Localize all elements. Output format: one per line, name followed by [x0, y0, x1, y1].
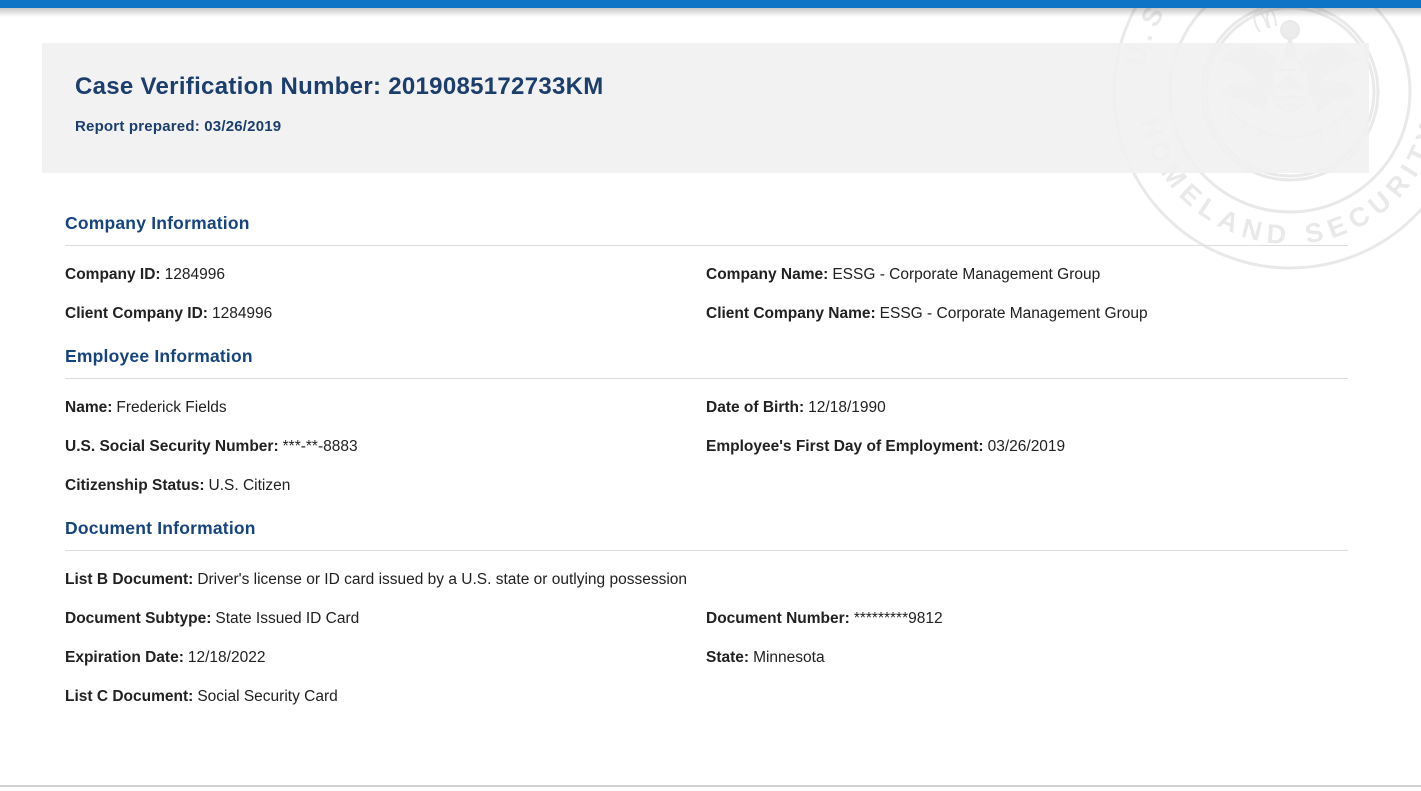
section-divider [65, 378, 1348, 379]
field-value: 1284996 [164, 266, 225, 283]
field-value: Driver's license or ID card issued by a … [197, 571, 688, 588]
field-row: Company ID: 1284996 Company Name: ESSG - C… [65, 264, 1348, 286]
field-row: Expiration Date: 12/18/2022 State: Minneso… [65, 647, 1348, 669]
field-citizenship-status: Citizenship Status: U.S. Citizen [65, 475, 706, 497]
employee-section-heading: Employee Information [65, 346, 253, 366]
field-label: List B Document: [65, 571, 194, 588]
field-row: List B Document: Driver's license or ID c… [65, 569, 1348, 591]
field-label: Name: [65, 399, 113, 416]
field-value: 1284996 [211, 305, 273, 322]
bottom-divider [0, 785, 1421, 787]
field-company-name: Company Name: ESSG - Corporate Management… [706, 264, 1348, 286]
field-label: List C Document: [65, 688, 194, 705]
document-section-heading: Document Information [65, 518, 256, 538]
field-client-company-name: Client Company Name: ESSG - Corporate Man… [706, 303, 1348, 325]
empty-cell [706, 475, 1348, 497]
section-company-information: Company Information Company ID: 1284996 C… [65, 213, 1348, 325]
field-document-subtype: Document Subtype: State Issued ID Card [65, 608, 706, 630]
field-label: Client Company ID: [65, 305, 208, 322]
field-row: Client Company ID: 1284996 Client Company… [65, 303, 1348, 325]
section-document-information: Document Information List B Document: Dri… [65, 518, 1348, 708]
field-value: 12/18/1990 [808, 399, 886, 416]
field-value: U.S. Citizen [208, 477, 291, 494]
field-row: Name: Frederick Fields Date of Birth: 12/1… [65, 397, 1348, 419]
field-label: Company ID: [65, 266, 161, 283]
field-value: ESSG - Corporate Management Group [879, 305, 1148, 322]
field-value: ESSG - Corporate Management Group [832, 266, 1101, 283]
field-value: ***-**-8883 [282, 438, 358, 455]
field-document-state: State: Minnesota [706, 647, 1348, 669]
field-row: List C Document: Social Security Card [65, 686, 1348, 708]
field-first-day-of-employment: Employee's First Day of Employment: 03/26… [706, 436, 1348, 458]
report-body: Company Information Company ID: 1284996 C… [65, 213, 1348, 729]
field-row: Document Subtype: State Issued ID Card Do… [65, 608, 1348, 630]
field-list-c-document: List C Document: Social Security Card [65, 686, 338, 708]
field-document-number: Document Number: *********9812 [706, 608, 1348, 630]
field-list-b-document: List B Document: Driver's license or ID c… [65, 569, 687, 591]
section-divider [65, 550, 1348, 551]
field-client-company-id: Client Company ID: 1284996 [65, 303, 706, 325]
field-label: Expiration Date: [65, 649, 184, 666]
field-label: State: [706, 649, 750, 666]
section-divider [65, 245, 1348, 246]
field-date-of-birth: Date of Birth: 12/18/1990 [706, 397, 1348, 419]
field-value: 03/26/2019 [987, 438, 1066, 455]
company-section-heading: Company Information [65, 213, 250, 233]
report-prepared-date: Report prepared: 03/26/2019 [75, 118, 282, 135]
field-row: Citizenship Status: U.S. Citizen [65, 475, 1348, 497]
field-label: Date of Birth: [706, 399, 805, 416]
field-label: Company Name: [706, 266, 829, 283]
field-label: Document Subtype: [65, 610, 212, 627]
field-label: U.S. Social Security Number: [65, 438, 279, 455]
field-expiration-date: Expiration Date: 12/18/2022 [65, 647, 706, 669]
field-ssn: U.S. Social Security Number: ***-**-8883 [65, 436, 706, 458]
field-label: Citizenship Status: [65, 477, 205, 494]
field-value: Frederick Fields [116, 399, 227, 416]
field-employee-name: Name: Frederick Fields [65, 397, 706, 419]
field-label: Client Company Name: [706, 305, 876, 322]
field-value: Minnesota [753, 649, 825, 666]
field-row: U.S. Social Security Number: ***-**-8883 … [65, 436, 1348, 458]
field-label: Document Number: [706, 610, 850, 627]
field-value: State Issued ID Card [215, 610, 360, 627]
section-employee-information: Employee Information Name: Frederick Fiel… [65, 346, 1348, 497]
report-header: Case Verification Number: 2019085172733K… [42, 43, 1369, 173]
field-value: Social Security Card [197, 688, 338, 705]
field-label: Employee's First Day of Employment: [706, 438, 984, 455]
field-value: *********9812 [853, 610, 943, 627]
top-accent-bar [0, 0, 1421, 8]
field-company-id: Company ID: 1284996 [65, 264, 706, 286]
field-value: 12/18/2022 [187, 649, 266, 666]
top-bar-shadow [0, 8, 1421, 17]
case-verification-title: Case Verification Number: 2019085172733K… [75, 73, 604, 100]
